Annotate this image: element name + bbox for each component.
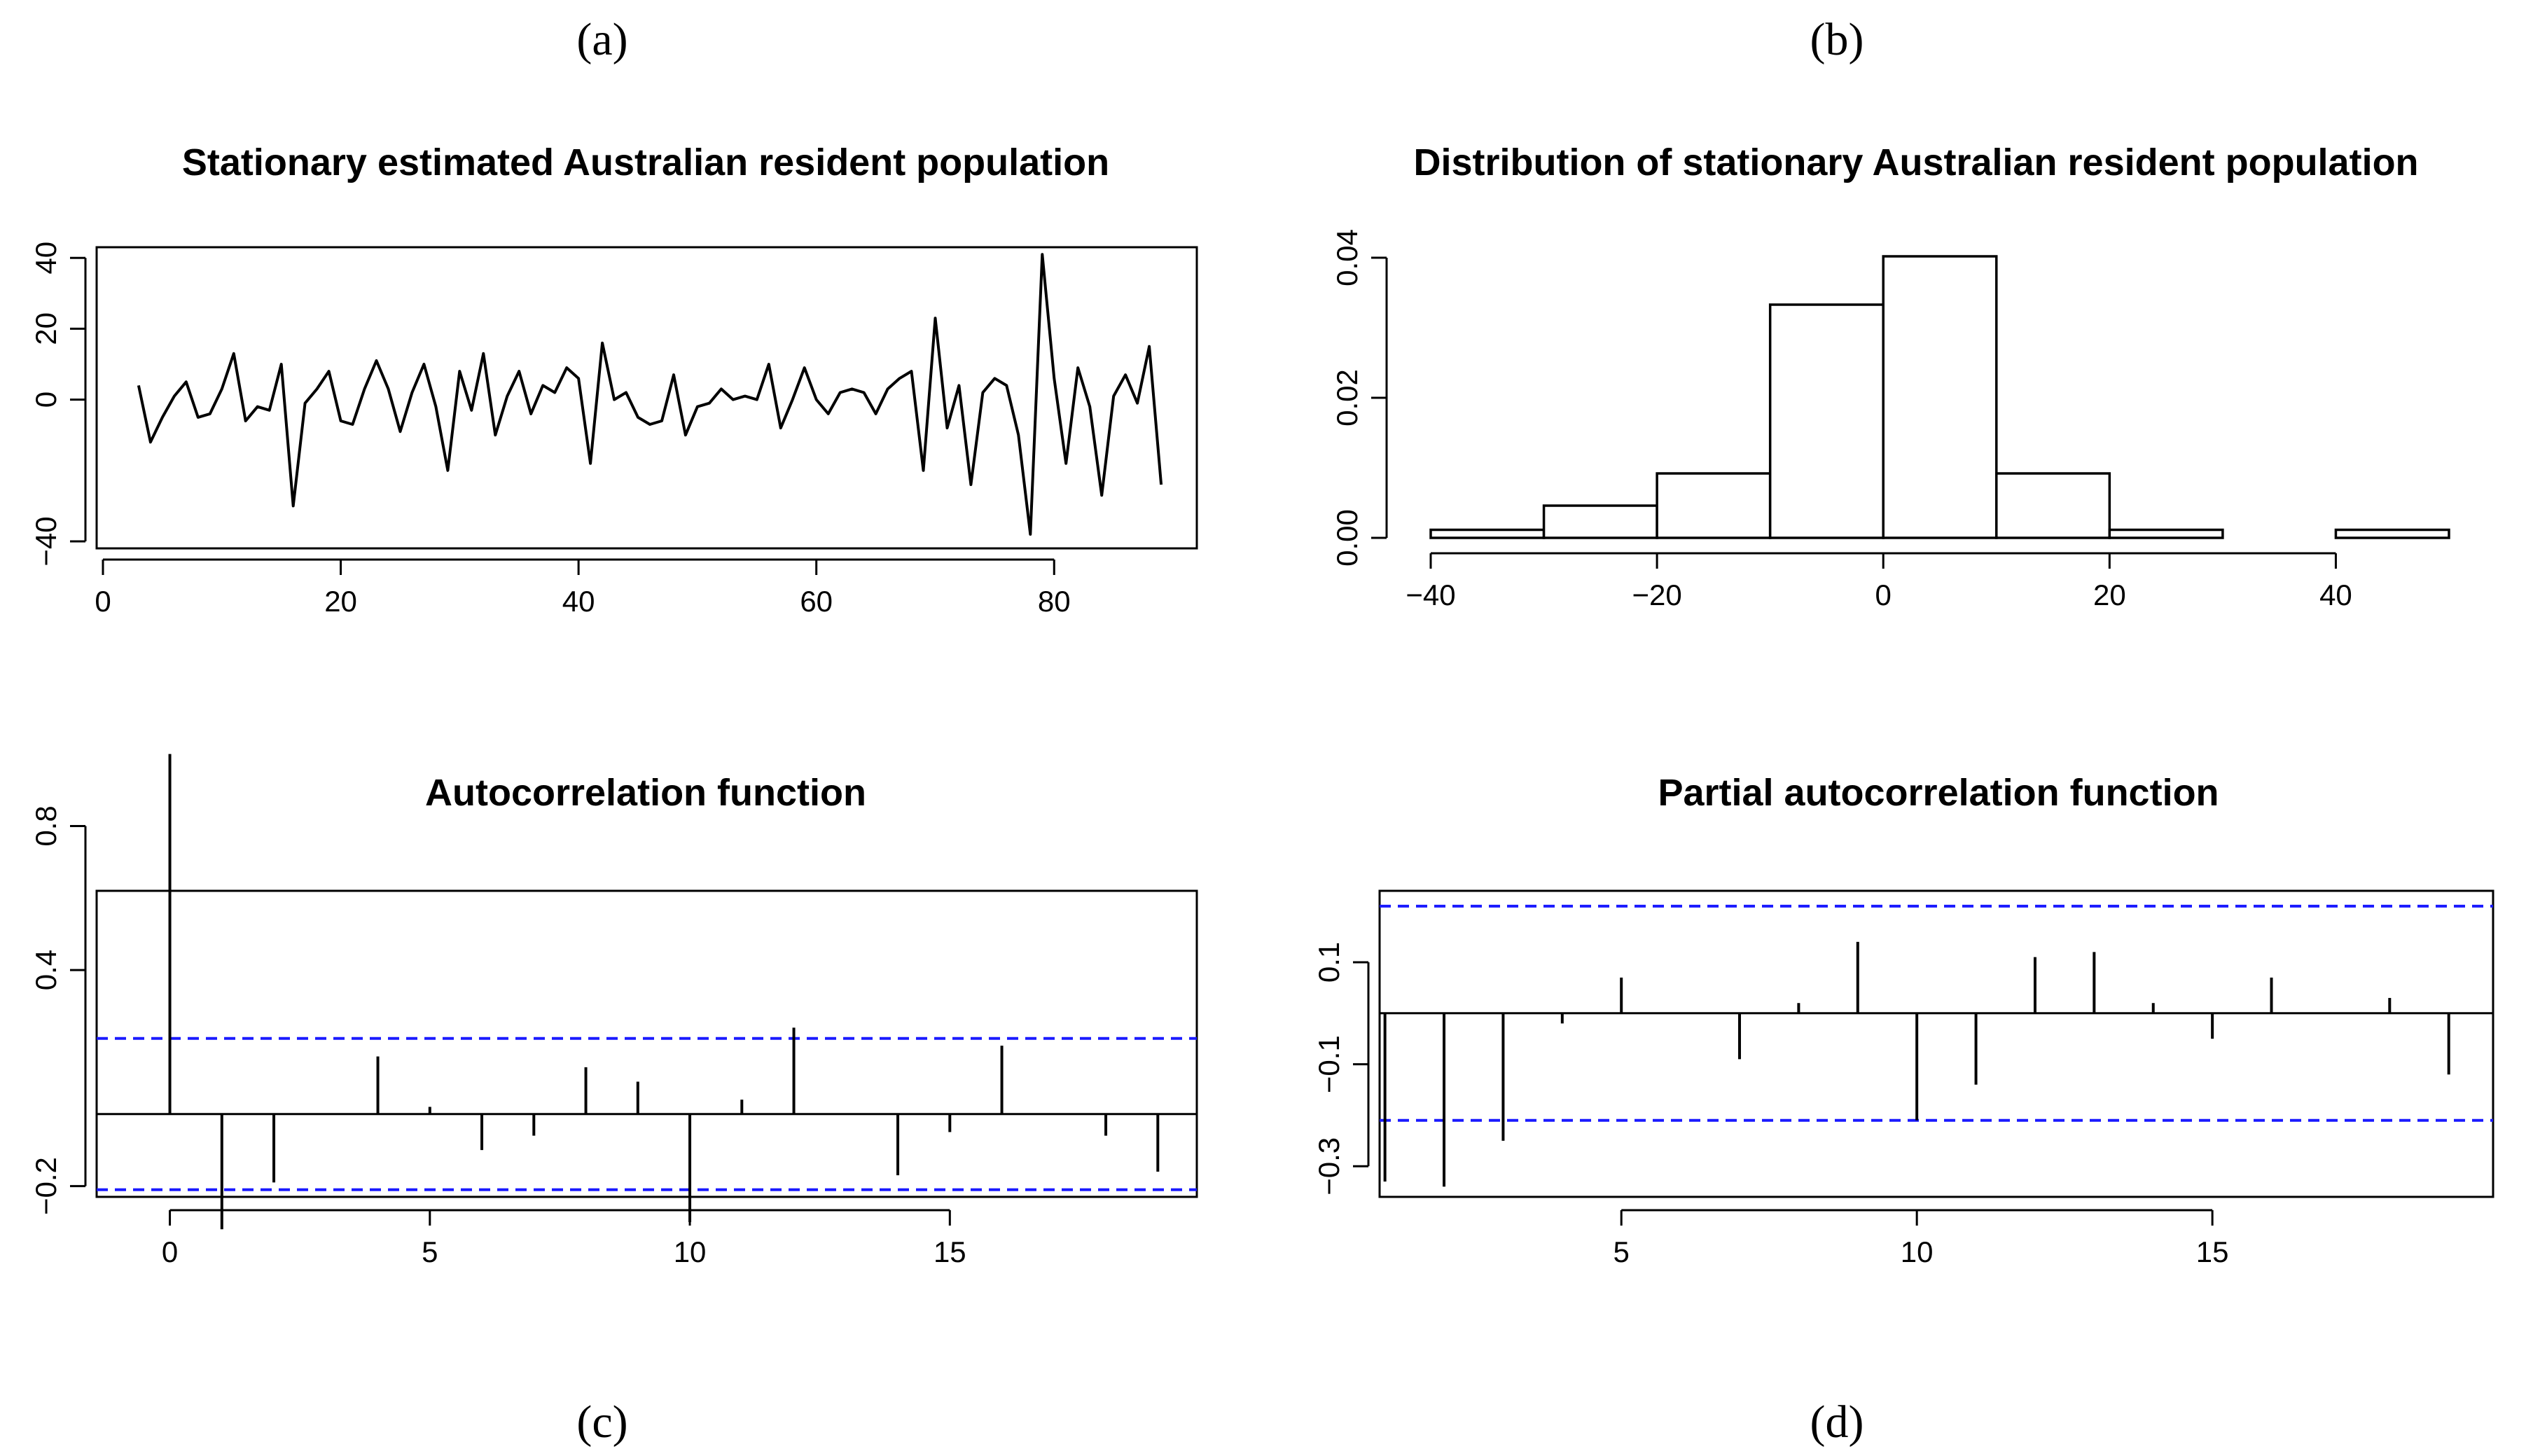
x-tick-label: −40 (1406, 578, 1455, 611)
plot-frame (1380, 891, 2493, 1197)
y-tick-label: −0.3 (1312, 1137, 1345, 1195)
y-tick-label: 20 (29, 312, 62, 345)
x-tick-label: 0 (95, 585, 111, 618)
histogram-bar (2336, 530, 2449, 539)
x-tick-label: −20 (1632, 578, 1681, 611)
histogram-bar (2109, 530, 2223, 539)
chart-b-histogram: −40 −20 0 20 40 0.00 0.02 0.04 (1331, 229, 2449, 611)
chart-a-line: 0 20 40 60 80 −40 0 20 40 (29, 242, 1197, 618)
x-tick-label: 0 (1875, 578, 1892, 611)
chart-title-d: Partial autocorrelation function (1658, 772, 2219, 814)
y-tick-label: 0.02 (1331, 369, 1363, 427)
chart-title-c: Autocorrelation function (425, 772, 866, 814)
histogram-bar (1544, 506, 1658, 538)
x-tick-label: 60 (800, 585, 833, 618)
x-tick-label: 20 (2093, 578, 2126, 611)
x-tick-label: 15 (2196, 1235, 2229, 1268)
chart-title-a: Stationary estimated Australian resident… (182, 141, 1109, 183)
histogram-bar (1883, 256, 1997, 538)
histogram-bar (1770, 305, 1884, 538)
plot-frame (97, 891, 1197, 1197)
panel-label-c: (c) (576, 1396, 627, 1448)
y-tick-label: 40 (29, 242, 62, 275)
x-tick-label: 10 (674, 1235, 707, 1268)
y-tick-label: 0.1 (1312, 942, 1345, 983)
y-tick-label: 0 (29, 391, 62, 408)
x-tick-label: 5 (1614, 1235, 1630, 1268)
y-tick-label: 0.00 (1331, 509, 1363, 567)
chart-d-pacf: 5 10 15 −0.3 −0.1 0.1 (1312, 891, 2493, 1268)
y-tick-label: −0.1 (1312, 1035, 1345, 1093)
y-tick-label: 0.8 (29, 805, 62, 846)
chart-title-b: Distribution of stationary Australian re… (1413, 141, 2418, 183)
panel-label-a: (a) (576, 14, 627, 65)
y-tick-label: −0.2 (29, 1157, 62, 1215)
x-tick-label: 5 (422, 1235, 438, 1268)
x-tick-label: 0 (162, 1235, 178, 1268)
y-tick-label: 0.4 (29, 950, 62, 990)
panel-label-d: (d) (1810, 1396, 1864, 1448)
x-tick-label: 10 (1901, 1235, 1934, 1268)
chart-c-acf: 0 5 10 15 −0.2 0.4 0.8 (29, 754, 1197, 1268)
x-tick-label: 40 (562, 585, 595, 618)
figure: (a) (b) (c) (d) Stationary estimated Aus… (0, 0, 2526, 1456)
series-line (139, 254, 1161, 534)
histogram-bar (1431, 530, 1544, 539)
histogram-bar (1657, 473, 1770, 538)
x-tick-label: 80 (1038, 585, 1071, 618)
x-tick-label: 40 (2319, 578, 2352, 611)
x-tick-label: 15 (934, 1235, 966, 1268)
histogram-bar (1997, 473, 2110, 538)
panel-label-b: (b) (1810, 14, 1864, 65)
x-tick-label: 20 (324, 585, 357, 618)
y-tick-label: 0.04 (1331, 229, 1363, 286)
y-tick-label: −40 (29, 516, 62, 566)
